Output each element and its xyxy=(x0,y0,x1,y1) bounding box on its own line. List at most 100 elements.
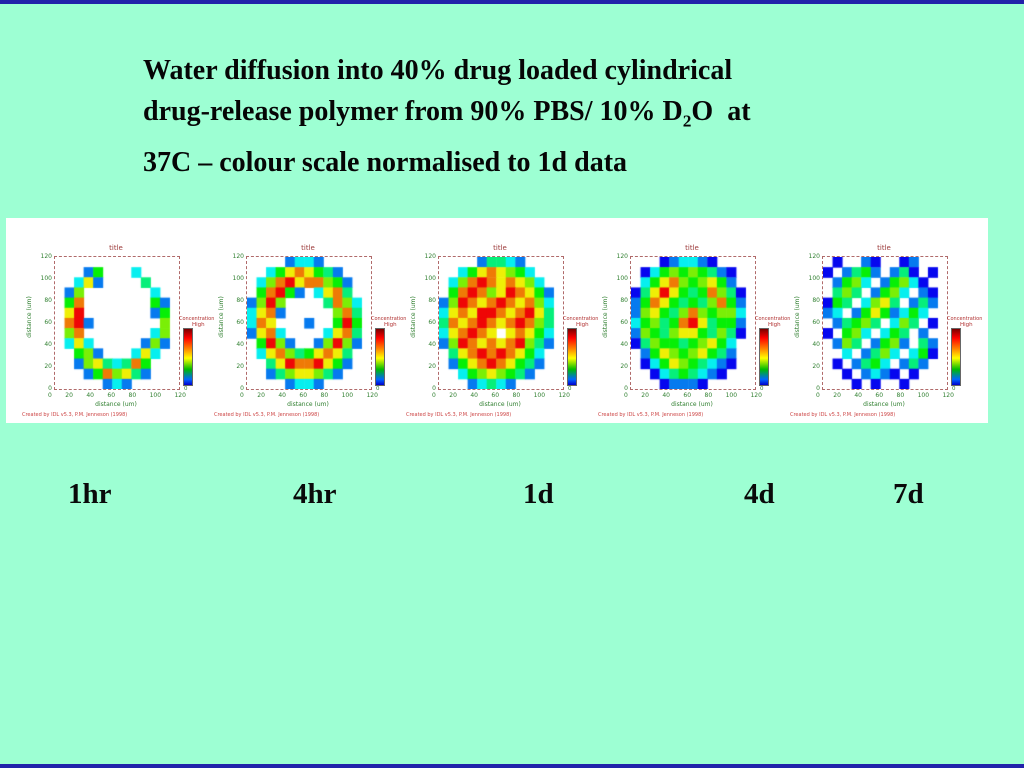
x-axis-ticks: 0 20 40 60 80 100 120 xyxy=(240,392,378,399)
d2o-subscript: 2 xyxy=(682,111,692,131)
colorbar-high-label: High xyxy=(576,322,589,328)
x-tick: 40 xyxy=(662,392,670,399)
y-tick: 100 xyxy=(232,275,244,282)
heatmap-canvas xyxy=(55,257,179,389)
x-tick: 0 xyxy=(624,392,628,399)
x-axis-label: distance (um) xyxy=(479,401,521,408)
time-label-1hr: 1hr xyxy=(68,478,112,510)
y-axis-ticks: 120 100 80 60 40 20 0 xyxy=(34,253,52,392)
colorbar-title: Concentration xyxy=(947,316,983,322)
x-tick: 120 xyxy=(558,392,570,399)
colorbar-gradient xyxy=(183,328,193,386)
y-tick: 100 xyxy=(808,275,820,282)
y-axis-ticks: 120 100 80 60 40 20 0 xyxy=(802,253,820,392)
colorbar-legend: Concentration High 0 xyxy=(755,316,790,392)
x-tick: 60 xyxy=(107,392,116,399)
y-axis-label: distance (um) xyxy=(26,296,33,338)
x-tick: 0 xyxy=(432,392,436,399)
x-axis-label: distance (um) xyxy=(287,401,329,408)
time-label-1d: 1d xyxy=(523,478,554,510)
time-label-4hr: 4hr xyxy=(293,478,337,510)
x-tick: 100 xyxy=(533,392,546,399)
y-tick: 80 xyxy=(428,297,436,304)
colorbar-high-label: High xyxy=(768,322,781,328)
y-tick: 60 xyxy=(812,319,820,326)
x-tick: 100 xyxy=(341,392,354,399)
x-axis-ticks: 0 20 40 60 80 100 120 xyxy=(432,392,570,399)
colorbar-legend: Concentration High 0 xyxy=(179,316,215,392)
y-tick: 100 xyxy=(616,275,628,282)
y-tick: 40 xyxy=(44,341,52,348)
heatmap-canvas xyxy=(247,257,371,389)
x-tick: 120 xyxy=(366,392,378,399)
colorbar-zero-label: 0 xyxy=(760,386,764,392)
colorbar-title: Concentration xyxy=(371,316,407,322)
y-tick: 40 xyxy=(620,341,628,348)
title-line-3: 37C – colour scale normalised to 1d data xyxy=(143,146,628,178)
top-border-bar xyxy=(0,0,1024,4)
y-tick: 0 xyxy=(624,385,628,392)
plot-caption: Created by IDL v5.3, P.M. Jenneson (1998… xyxy=(598,412,704,418)
time-label-7d: 7d xyxy=(893,478,924,510)
plots-strip: title distance (um) 120 100 80 60 40 20 0 0 20 40 60… xyxy=(6,218,988,423)
y-tick: 20 xyxy=(44,363,52,370)
x-tick: 0 xyxy=(240,392,244,399)
x-tick: 0 xyxy=(48,392,52,399)
y-tick: 60 xyxy=(236,319,244,326)
x-tick: 20 xyxy=(641,392,649,399)
y-tick: 20 xyxy=(428,363,436,370)
plot-title: title xyxy=(301,244,315,252)
y-axis-label: distance (um) xyxy=(794,296,801,338)
y-axis-label: distance (um) xyxy=(410,296,417,338)
y-tick: 20 xyxy=(812,363,820,370)
heatmap-panel-4d: title distance (um) 120 100 80 60 40 20 0 0 20 40 60… xyxy=(596,244,790,422)
title-line-2: drug-release polymer from 90% PBS/ 10% D… xyxy=(143,91,903,142)
y-tick: 100 xyxy=(40,275,52,282)
x-axis-ticks: 0 20 40 60 80 100 120 xyxy=(624,392,762,399)
colorbar-gradient xyxy=(951,328,961,386)
y-tick: 0 xyxy=(240,385,244,392)
y-tick: 40 xyxy=(236,341,244,348)
x-tick: 20 xyxy=(833,392,841,399)
y-tick: 100 xyxy=(424,275,436,282)
heatmap-panel-1hr: title distance (um) 120 100 80 60 40 20 0 0 20 40 60… xyxy=(20,244,215,422)
y-tick: 80 xyxy=(236,297,244,304)
colorbar-zero-label: 0 xyxy=(568,386,572,392)
y-tick: 120 xyxy=(424,253,436,260)
x-tick: 120 xyxy=(174,392,186,399)
plot-caption: Created by IDL v5.3, P.M. Jenneson (1998… xyxy=(406,412,512,418)
x-tick: 80 xyxy=(896,392,905,399)
heatmap-canvas xyxy=(631,257,755,389)
y-axis-ticks: 120 100 80 60 40 20 0 xyxy=(226,253,244,392)
plot-area xyxy=(54,256,180,390)
x-tick: 20 xyxy=(257,392,265,399)
plot-area xyxy=(246,256,372,390)
heatmap-canvas xyxy=(823,257,947,389)
colorbar-gradient xyxy=(375,328,385,386)
colorbar-title: Concentration xyxy=(563,316,599,322)
x-tick: 40 xyxy=(86,392,94,399)
y-tick: 40 xyxy=(428,341,436,348)
heatmap-canvas xyxy=(439,257,563,389)
x-tick: 40 xyxy=(470,392,478,399)
y-axis-ticks: 120 100 80 60 40 20 0 xyxy=(418,253,436,392)
x-tick: 60 xyxy=(875,392,884,399)
y-tick: 20 xyxy=(620,363,628,370)
slide-title: Water diffusion into 40% drug loaded cyl… xyxy=(143,50,903,183)
colorbar-title: Concentration xyxy=(179,316,215,322)
x-axis-label: distance (um) xyxy=(671,401,713,408)
x-axis-ticks: 0 20 40 60 80 100 120 xyxy=(48,392,186,399)
colorbar-zero-label: 0 xyxy=(952,386,956,392)
y-tick: 80 xyxy=(812,297,820,304)
x-tick: 20 xyxy=(449,392,457,399)
plot-caption: Created by IDL v5.3, P.M. Jenneson (1998… xyxy=(214,412,320,418)
title-line-2-tail: O at xyxy=(691,96,751,127)
colorbar-zero-label: 0 xyxy=(376,386,380,392)
y-tick: 0 xyxy=(432,385,436,392)
x-tick: 40 xyxy=(278,392,286,399)
plot-title: title xyxy=(685,244,699,252)
y-axis-label: distance (um) xyxy=(218,296,225,338)
y-tick: 120 xyxy=(616,253,628,260)
x-tick: 100 xyxy=(917,392,930,399)
